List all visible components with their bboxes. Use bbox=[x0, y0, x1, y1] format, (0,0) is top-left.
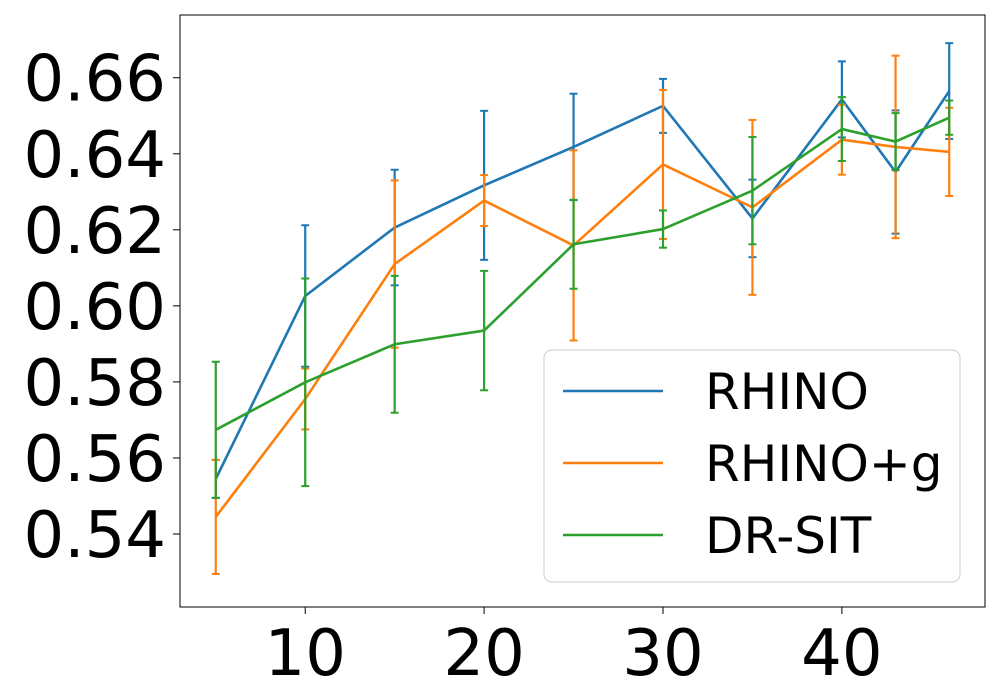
series-line bbox=[215, 116, 950, 431]
y-tick-label: 0.56 bbox=[24, 423, 167, 497]
legend-label: RHINO bbox=[705, 363, 869, 421]
legend: RHINO RHINO+g DR-SIT bbox=[543, 349, 961, 583]
legend-label: RHINO+g bbox=[705, 435, 942, 493]
series-layer bbox=[211, 42, 954, 575]
x-tick-label: 20 bbox=[443, 617, 524, 691]
y-tick-label: 0.66 bbox=[24, 43, 167, 117]
y-tick-label: 0.58 bbox=[24, 347, 167, 421]
y-tick-label: 0.54 bbox=[24, 499, 167, 573]
legend-box bbox=[543, 349, 961, 583]
y-tick-label: 0.62 bbox=[24, 195, 167, 269]
y-tick-label: 0.60 bbox=[24, 271, 167, 345]
plot-area bbox=[179, 14, 986, 608]
series-dr-sit bbox=[211, 96, 954, 499]
plot-frame bbox=[179, 14, 986, 608]
x-axis: 10 20 30 40 bbox=[265, 607, 883, 691]
x-tick-label: 30 bbox=[622, 617, 703, 691]
legend-label: DR-SIT bbox=[705, 507, 872, 565]
y-axis: 0.540.560.580.600.620.640.66 bbox=[24, 43, 180, 573]
series-line bbox=[214, 138, 950, 518]
x-tick-label: 10 bbox=[265, 617, 346, 691]
y-tick-label: 0.64 bbox=[24, 119, 167, 193]
x-tick-label: 40 bbox=[801, 617, 882, 691]
